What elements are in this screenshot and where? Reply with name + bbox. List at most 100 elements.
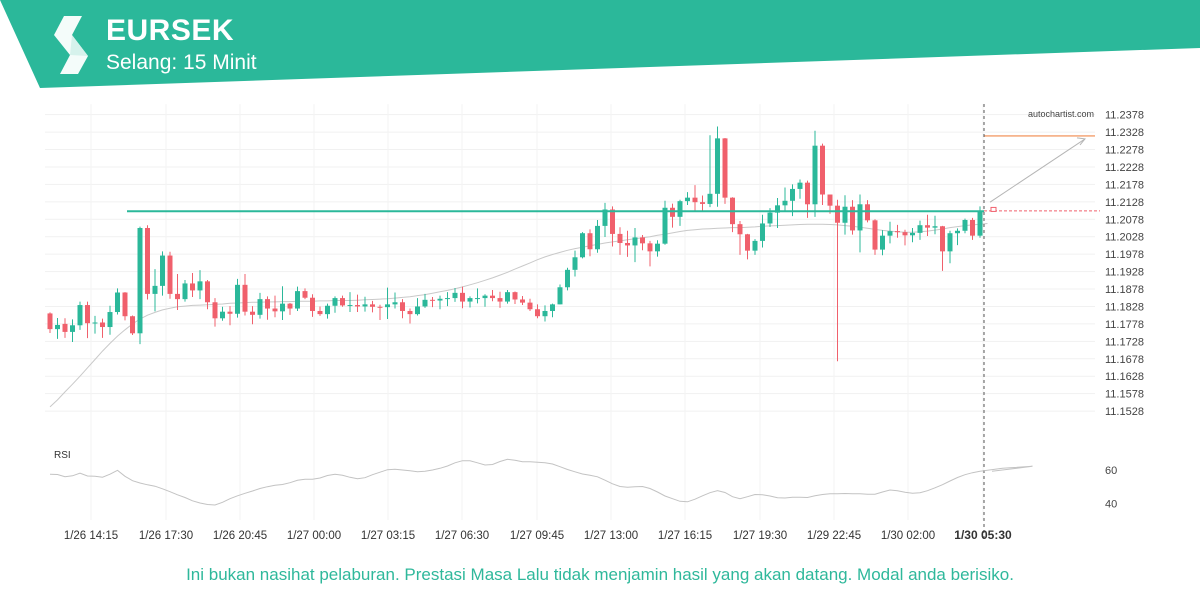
candle <box>910 227 915 243</box>
candle <box>190 272 195 298</box>
candle <box>385 287 390 320</box>
candle-body <box>257 299 263 315</box>
candle-body <box>407 310 413 315</box>
candle <box>655 240 660 257</box>
candle <box>670 203 675 228</box>
candle <box>347 292 353 313</box>
candle-body <box>317 310 323 315</box>
candle <box>782 187 788 212</box>
candle <box>197 270 203 300</box>
candle-body <box>955 230 960 234</box>
candle-body <box>917 225 923 233</box>
candle <box>407 308 413 324</box>
candle <box>970 217 975 240</box>
candle-body <box>970 219 975 236</box>
candle <box>925 214 930 237</box>
candle-body <box>115 292 120 313</box>
candle <box>617 227 623 255</box>
candle <box>257 292 263 319</box>
time-axis: 1/26 14:15 1/26 17:30 1/26 20:45 1/27 00:00… <box>64 528 1012 542</box>
candle-body <box>137 227 143 334</box>
candle-body <box>722 138 728 198</box>
candle-body <box>565 269 570 288</box>
candle-body <box>842 206 848 223</box>
candle <box>872 219 878 255</box>
candle <box>115 288 120 315</box>
candle-body <box>977 210 983 236</box>
candle <box>527 298 533 311</box>
candle <box>722 138 728 204</box>
candle <box>565 267 570 291</box>
moving-average-line <box>49 223 988 408</box>
candle <box>820 143 825 205</box>
candle-body <box>947 233 953 252</box>
candle <box>850 200 855 235</box>
candle-body <box>520 299 525 303</box>
candle-body <box>160 255 165 286</box>
candle-body <box>302 291 308 298</box>
candle <box>227 306 233 326</box>
candle <box>362 296 368 312</box>
candle-body <box>572 257 578 270</box>
candle <box>947 230 953 264</box>
candle-body <box>580 233 585 258</box>
candle-body <box>70 325 75 332</box>
candle-body <box>452 292 458 299</box>
candle <box>47 312 53 333</box>
candle <box>490 290 495 302</box>
candle-body <box>767 212 773 224</box>
y-tick-label: 11.1578 <box>1105 389 1144 401</box>
candle <box>242 274 248 316</box>
candle <box>497 291 503 308</box>
candle <box>370 300 375 313</box>
rsi-tick-label: 60 <box>1105 465 1117 477</box>
candle-body <box>505 292 510 302</box>
candle <box>317 306 323 316</box>
candle-body <box>167 255 173 294</box>
candle-body <box>212 302 218 319</box>
y-tick-label: 11.2178 <box>1105 179 1144 191</box>
candle <box>707 135 713 208</box>
candle <box>85 301 90 339</box>
candle <box>730 197 735 233</box>
rsi-panel: 60 40 <box>49 458 1117 510</box>
candle-body <box>670 207 675 217</box>
candle <box>130 315 135 336</box>
candle-body <box>655 243 660 252</box>
candle <box>445 292 450 307</box>
candle-body <box>685 197 690 202</box>
candle <box>310 294 315 317</box>
candle <box>752 239 758 255</box>
candle-body <box>662 207 668 244</box>
candle-body <box>542 310 548 317</box>
candle <box>512 291 518 305</box>
candle <box>467 296 473 308</box>
x-tick-label: 1/27 06:30 <box>435 530 489 542</box>
interval-subtitle: Selang: 15 Minit <box>106 51 257 74</box>
y-tick-label: 11.1778 <box>1105 319 1144 331</box>
candle <box>835 199 840 362</box>
candle <box>632 227 638 263</box>
y-tick-label: 11.2328 <box>1105 127 1144 139</box>
x-tick-label: 1/27 13:00 <box>584 530 638 542</box>
rsi-tick-label: 40 <box>1105 498 1117 510</box>
candle <box>640 234 645 251</box>
candle-body <box>887 231 893 236</box>
candle <box>535 304 540 319</box>
y-tick-label: 11.1728 <box>1105 336 1144 348</box>
candle-body <box>902 232 908 236</box>
candle <box>340 295 345 307</box>
candle-body <box>910 232 915 236</box>
candle <box>880 230 885 256</box>
x-tick-label: 1/27 00:00 <box>287 530 341 542</box>
candle-body <box>235 284 240 314</box>
candle-body <box>287 303 293 309</box>
candle-body <box>265 299 270 309</box>
candle-body <box>422 299 428 307</box>
candle-body <box>385 304 390 308</box>
candle <box>550 303 555 318</box>
candle-body <box>812 145 818 205</box>
candle <box>452 287 458 302</box>
candle <box>415 298 420 316</box>
level-lines-layer <box>127 104 1100 540</box>
